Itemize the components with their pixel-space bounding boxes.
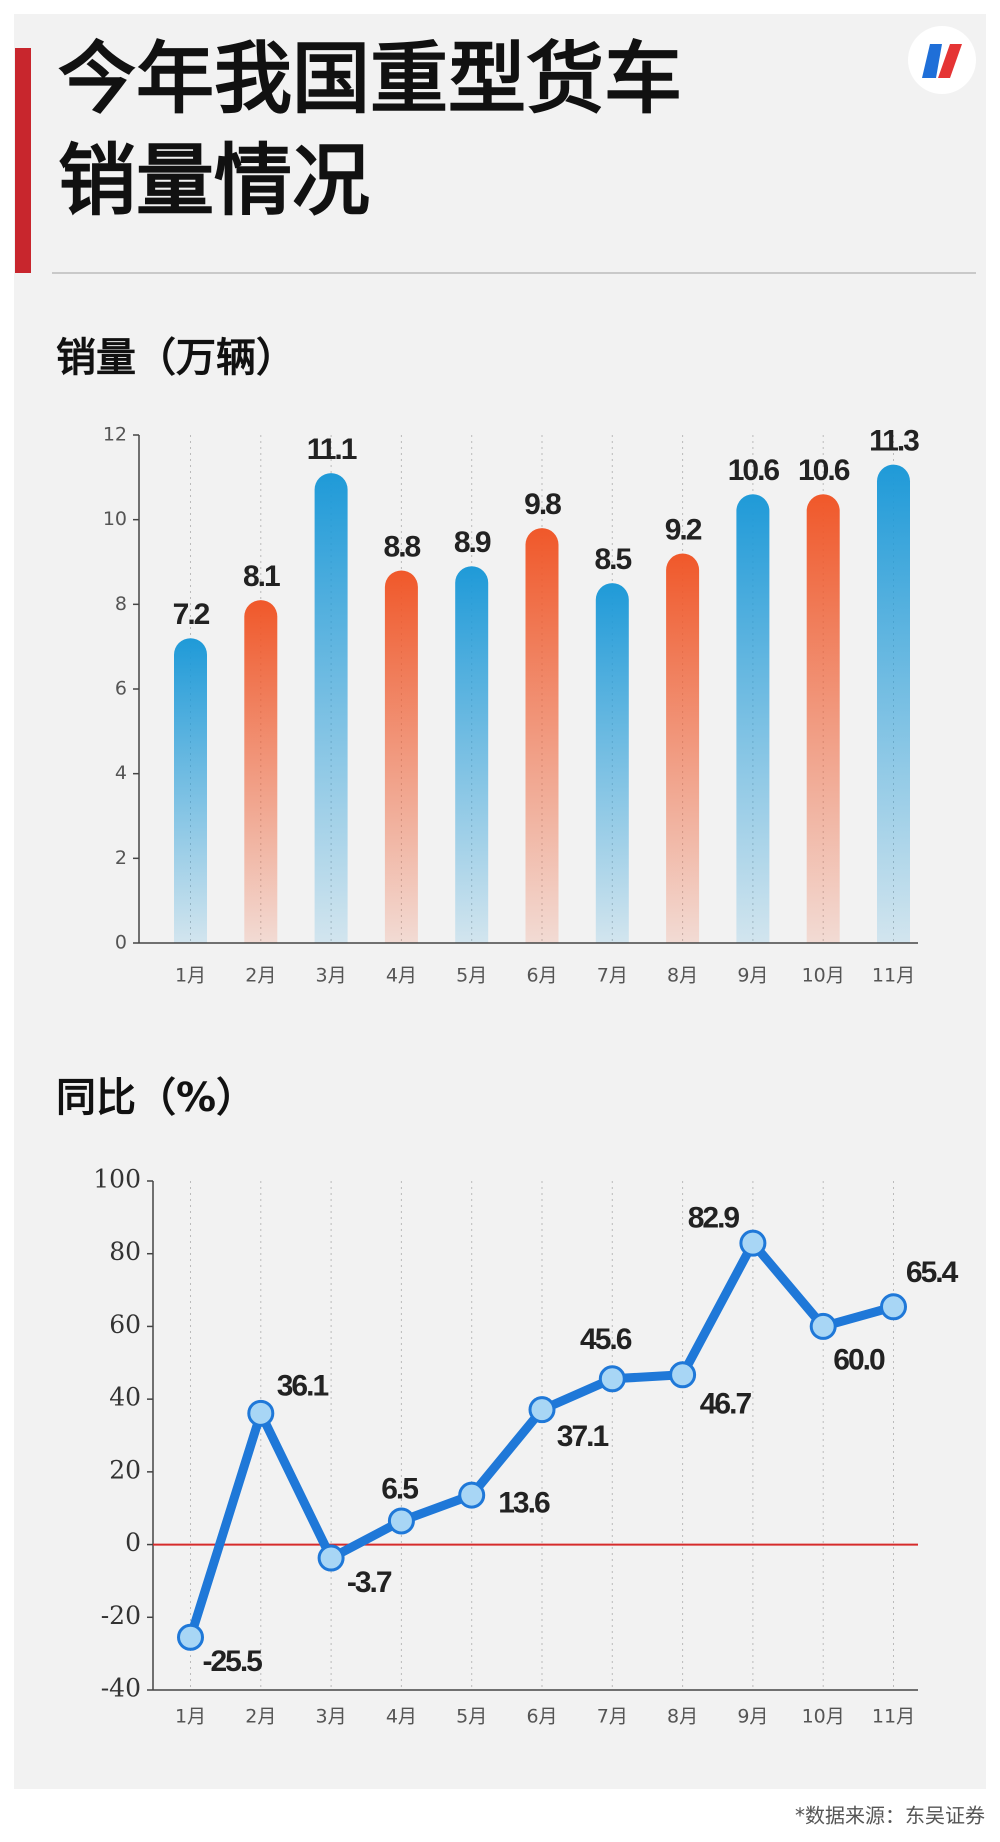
point (528, 1396, 556, 1424)
value-label: 10.6 (728, 454, 780, 487)
bar (244, 600, 278, 943)
x-tick-label: 11月 (872, 1706, 915, 1728)
value-label: 9.8 (524, 488, 561, 521)
y-tick-label: 12 (103, 424, 127, 446)
bar (174, 638, 207, 943)
x-tick-label: 5月 (456, 1706, 487, 1728)
value-label: -25.5 (202, 1645, 262, 1678)
y-tick-label: 8 (115, 593, 127, 615)
value-label: 60.0 (833, 1344, 885, 1377)
x-tick-label: 3月 (316, 1706, 347, 1728)
x-tick-label: 11月 (872, 965, 915, 987)
value-label: 45.6 (580, 1323, 632, 1356)
value-label: 46.7 (700, 1387, 752, 1420)
value-label: 8.5 (594, 543, 631, 576)
x-tick-label: 1月 (175, 1706, 206, 1728)
value-label: 8.1 (243, 560, 280, 593)
value-label: 10.6 (798, 454, 850, 487)
value-label: 65.4 (906, 1256, 959, 1289)
logo (908, 26, 976, 94)
x-tick-label: 9月 (737, 1706, 768, 1728)
x-tick-label: 4月 (386, 965, 417, 987)
value-label: 8.9 (454, 526, 491, 559)
section-title: 销量（万辆） (56, 335, 296, 381)
y-tick-label: 2 (115, 847, 127, 869)
y-tick-label: 100 (93, 1165, 141, 1194)
value-label: 82.9 (688, 1202, 740, 1235)
point (317, 1544, 345, 1572)
accent-bar (15, 48, 31, 273)
bar (314, 473, 348, 943)
bar (525, 528, 559, 943)
x-tick-label: 5月 (456, 965, 487, 987)
x-tick-label: 6月 (526, 965, 557, 987)
y-tick-label: -40 (101, 1674, 141, 1703)
source: *数据来源：东吴证券 (795, 1804, 985, 1828)
y-tick-label: 0 (125, 1528, 141, 1557)
value-label: 6.5 (381, 1472, 418, 1505)
value-label: 11.3 (869, 425, 919, 458)
value-label: 9.2 (665, 513, 702, 546)
value-label: 11.1 (307, 433, 357, 466)
section-title: 同比（%） (56, 1075, 256, 1121)
bar (666, 553, 700, 943)
x-tick-label: 7月 (597, 965, 628, 987)
point (598, 1365, 626, 1393)
point (739, 1229, 767, 1257)
bar (455, 566, 489, 943)
x-tick-label: 1月 (175, 965, 206, 987)
point (458, 1481, 486, 1509)
x-tick-label: 10月 (802, 1706, 845, 1728)
logo-shape (922, 44, 942, 78)
value-label: 8.8 (384, 530, 421, 563)
y-tick-label: 0 (115, 932, 127, 954)
bar (384, 570, 418, 943)
y-tick-label: 20 (109, 1455, 141, 1484)
point (177, 1623, 204, 1651)
bar (595, 583, 629, 943)
x-tick-label: 2月 (245, 965, 276, 987)
x-tick-label: 10月 (802, 965, 845, 987)
y-tick-label: -20 (101, 1601, 141, 1630)
y-tick-label: 10 (103, 508, 127, 530)
x-tick-label: 7月 (597, 1706, 628, 1728)
bar (806, 494, 840, 943)
y-tick-label: 40 (109, 1383, 141, 1412)
bar (736, 494, 770, 943)
point (247, 1399, 275, 1427)
value-label: 37.1 (557, 1420, 609, 1453)
y-tick-label: 6 (115, 678, 127, 700)
x-tick-label: 2月 (245, 1706, 276, 1728)
bar (877, 464, 910, 943)
y-tick-label: 60 (109, 1310, 141, 1339)
y-tick-label: 80 (109, 1237, 141, 1266)
point (387, 1507, 415, 1535)
card (14, 14, 986, 1789)
x-tick-label: 8月 (667, 1706, 698, 1728)
x-tick-label: 9月 (737, 965, 768, 987)
x-tick-label: 3月 (316, 965, 347, 987)
x-tick-label: 8月 (667, 965, 698, 987)
point (809, 1312, 837, 1340)
x-tick-label: 6月 (526, 1706, 557, 1728)
x-tick-label: 4月 (386, 1706, 417, 1728)
logo-shape (938, 44, 962, 78)
title-line: 销量情况 (58, 136, 370, 226)
point (880, 1293, 907, 1321)
title-line: 今年我国重型货车 (58, 34, 682, 124)
value-label: -3.7 (347, 1566, 392, 1599)
value-label: 7.2 (173, 598, 210, 631)
point (669, 1361, 697, 1389)
y-tick-label: 4 (115, 762, 127, 784)
value-label: 13.6 (498, 1486, 550, 1519)
value-label: 36.1 (277, 1369, 329, 1402)
